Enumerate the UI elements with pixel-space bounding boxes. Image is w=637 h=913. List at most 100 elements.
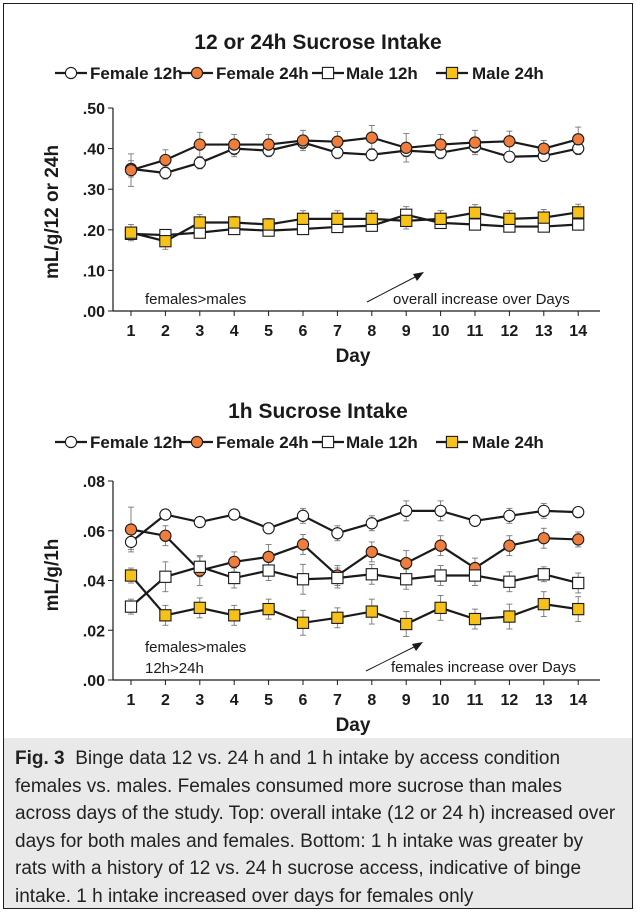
x-tick-label: 10 <box>432 692 450 709</box>
data-point <box>572 602 585 616</box>
data-point <box>400 617 413 631</box>
data-point <box>400 573 413 586</box>
x-tick-label: 6 <box>299 323 308 340</box>
data-point <box>296 212 310 225</box>
data-point <box>193 601 206 615</box>
data-point <box>262 564 275 577</box>
legend-marker <box>64 435 78 449</box>
legend-label: Female 24h <box>216 64 309 83</box>
data-point <box>365 131 378 144</box>
x-tick-label: 13 <box>535 692 553 709</box>
data-point <box>365 212 378 225</box>
x-tick-label: 12 <box>501 323 519 340</box>
x-tick-label: 10 <box>432 323 450 340</box>
caption-background <box>4 738 632 908</box>
x-tick-label: 4 <box>230 323 239 340</box>
data-point <box>468 136 482 149</box>
x-tick-label: 1 <box>127 692 136 709</box>
data-point <box>537 142 550 155</box>
trend-arrow <box>366 274 420 303</box>
legend-label: Female 12h <box>90 64 183 83</box>
data-point <box>468 218 482 231</box>
x-tick-label: 2 <box>161 692 170 709</box>
x-tick-label: 11 <box>467 692 484 709</box>
data-point <box>537 597 550 611</box>
data-point <box>228 555 241 568</box>
data-point <box>365 148 378 161</box>
data-point <box>228 508 241 521</box>
data-point <box>124 569 138 582</box>
data-point <box>503 575 516 588</box>
legend-label: Male 24h <box>472 64 544 83</box>
x-tick-label: 3 <box>195 323 204 340</box>
x-tick-label: 3 <box>195 692 204 709</box>
caption-label: Fig. 3 <box>15 748 65 769</box>
data-point <box>537 568 550 581</box>
y-tick-label: .20 <box>83 223 105 240</box>
data-point <box>468 514 482 527</box>
x-tick-label: 4 <box>230 692 239 709</box>
x-tick-label: 5 <box>264 692 273 709</box>
data-point <box>228 571 241 585</box>
data-point <box>503 539 516 552</box>
caption-body: Binge data 12 vs. 24 h and 1 h intake by… <box>15 748 616 907</box>
data-point <box>193 560 206 573</box>
data-point <box>400 214 413 228</box>
data-point <box>331 611 344 624</box>
data-point <box>331 135 344 148</box>
x-axis-label: Day <box>336 346 371 367</box>
data-point <box>503 509 516 522</box>
data-point <box>296 509 310 522</box>
data-point <box>228 138 241 151</box>
data-point <box>434 212 447 225</box>
legend-marker <box>190 66 204 80</box>
legend-marker <box>445 435 459 449</box>
data-point <box>400 504 413 517</box>
figure-caption: Fig. 3 Binge data 12 vs. 24 h and 1 h in… <box>15 745 620 911</box>
charts-layer: .00.10.20.30.40.501 2 3 4 5 6 7 8 9 10 11 12 13 14Fem… <box>55 64 600 709</box>
data-point <box>572 206 585 219</box>
data-point <box>296 573 310 586</box>
annotation-overall-increase: overall increase over Days <box>393 291 570 308</box>
x-tick-label: 5 <box>264 323 273 340</box>
data-point <box>262 602 275 616</box>
data-point <box>503 212 516 225</box>
y-axis-label: mL/g/12 or 24h <box>42 145 63 279</box>
annotation-12h-24h: 12h>24h <box>145 660 204 677</box>
y-axis-label: mL/g/1h <box>42 539 63 612</box>
y-tick-label: .06 <box>83 524 105 541</box>
data-point <box>193 156 206 169</box>
data-point <box>159 153 172 167</box>
data-point <box>434 569 447 582</box>
y-tick-label: .10 <box>83 263 105 280</box>
legend-label: Male 12h <box>346 433 418 452</box>
data-point <box>124 535 138 549</box>
x-tick-label: 9 <box>402 323 411 340</box>
data-point <box>193 216 206 229</box>
data-point <box>262 138 275 151</box>
data-point <box>400 556 413 570</box>
legend-label: Male 12h <box>346 64 418 83</box>
data-point <box>434 539 447 552</box>
data-point <box>228 609 241 622</box>
data-point <box>331 571 344 585</box>
data-point <box>537 211 550 224</box>
legend-marker <box>321 435 335 449</box>
legend-label: Female 24h <box>216 433 309 452</box>
legend-marker <box>445 66 459 80</box>
x-tick-label: 7 <box>333 692 342 709</box>
data-point <box>331 527 344 540</box>
legend-label: Male 24h <box>472 433 544 452</box>
x-tick-label: 14 <box>569 692 587 709</box>
data-point <box>262 218 275 231</box>
data-point <box>365 568 378 581</box>
data-point <box>296 134 310 147</box>
legend-label: Female 12h <box>90 433 183 452</box>
chart-canvas: 12 or 24h Sucrose Intake Day mL/g/12 or … <box>42 31 600 736</box>
data-point <box>572 576 585 590</box>
x-tick-label: 2 <box>161 323 170 340</box>
legend-marker <box>321 66 335 80</box>
data-point <box>572 218 585 231</box>
data-point <box>159 235 172 248</box>
legend-marker <box>64 66 78 80</box>
